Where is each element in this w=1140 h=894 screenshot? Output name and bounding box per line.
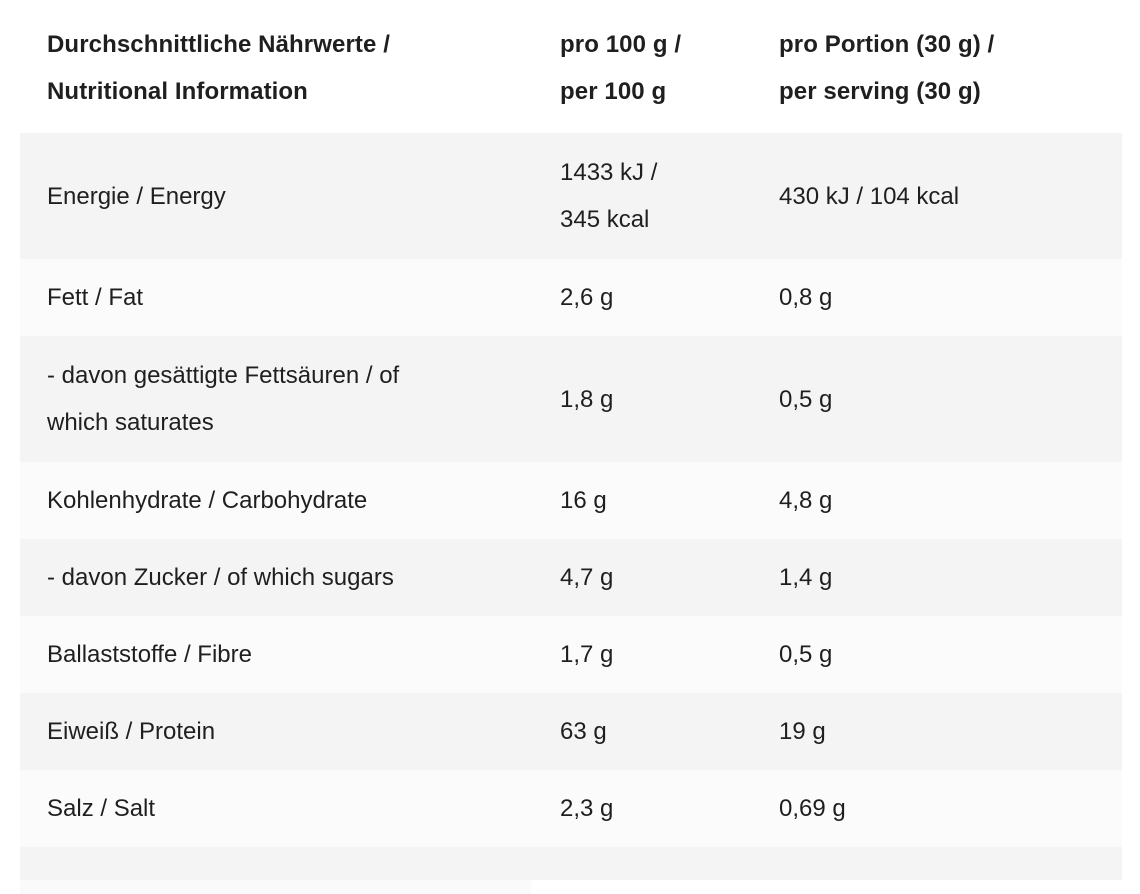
table-row-fat: Fett / Fat 2,6 g 0,8 g bbox=[20, 259, 1122, 336]
value-per-serving: 4,8 g bbox=[779, 487, 833, 514]
nutrient-label: Ballaststoffe / Fibre bbox=[47, 641, 252, 668]
nutrient-label: Kohlenhydrate / Carbohydrate bbox=[47, 487, 368, 514]
nutrient-label: Salz / Salt bbox=[47, 795, 156, 822]
table-header-row: Durchschnittliche Nährwerte / Nutritiona… bbox=[20, 0, 1122, 115]
value-per-serving: 1,4 g bbox=[779, 564, 833, 591]
header-per-100g: pro 100 g / per 100 g bbox=[560, 31, 682, 105]
value-per-100g: 16 g bbox=[560, 487, 607, 514]
header-per-serving: pro Portion (30 g) / per serving (30 g) bbox=[779, 31, 995, 105]
table-row-salt: Salz / Salt 2,3 g 0,69 g bbox=[20, 770, 1122, 847]
nutrient-label: Fett / Fat bbox=[47, 284, 144, 311]
table-row-sugars: - davon Zucker / of which sugars 4,7 g 1… bbox=[20, 539, 1122, 616]
value-per-100g: 2,6 g bbox=[560, 284, 614, 311]
table-row-saturates: - davon gesättigte Fettsäuren / of which… bbox=[20, 336, 1122, 462]
value-per-serving: 19 g bbox=[779, 718, 826, 745]
value-per-100g: 63 g bbox=[560, 718, 607, 745]
table-row-carbohydrate: Kohlenhydrate / Carbohydrate 16 g 4,8 g bbox=[20, 462, 1122, 539]
value-per-serving: 0,5 g bbox=[779, 385, 833, 413]
value-per-100g: 2,3 g bbox=[560, 795, 614, 822]
nutrient-label: - davon gesättigte Fettsäuren / of which… bbox=[47, 362, 400, 436]
value-per-serving: 0,8 g bbox=[779, 284, 833, 311]
table-row-energy: Energie / Energy 1433 kJ / 345 kcal 430 … bbox=[20, 133, 1122, 259]
value-per-100g: 4,7 g bbox=[560, 564, 614, 591]
value-per-100g: 1,7 g bbox=[560, 641, 614, 668]
table-row-cutoff bbox=[20, 847, 1122, 880]
value-per-serving: 430 kJ / 104 kcal bbox=[779, 182, 960, 210]
header-spacer bbox=[20, 115, 1122, 133]
header-nutrients: Durchschnittliche Nährwerte / Nutritiona… bbox=[47, 31, 390, 105]
nutrient-label: Eiweiß / Protein bbox=[47, 718, 216, 745]
value-per-100g: 1,8 g bbox=[560, 385, 614, 413]
nutrition-table: Durchschnittliche Nährwerte / Nutritiona… bbox=[20, 0, 1122, 894]
value-per-serving: 0,69 g bbox=[779, 795, 846, 822]
table-row-fibre: Ballaststoffe / Fibre 1,7 g 0,5 g bbox=[20, 616, 1122, 693]
value-per-serving: 0,5 g bbox=[779, 641, 833, 668]
nutrient-label: Energie / Energy bbox=[47, 182, 226, 210]
table-row-protein: Eiweiß / Protein 63 g 19 g bbox=[20, 693, 1122, 770]
value-per-100g: 1433 kJ / 345 kcal bbox=[560, 159, 658, 233]
table-row-cutoff-bottom bbox=[20, 880, 1122, 894]
cutoff-first-cell bbox=[20, 880, 531, 894]
nutrient-label: - davon Zucker / of which sugars bbox=[47, 564, 394, 591]
